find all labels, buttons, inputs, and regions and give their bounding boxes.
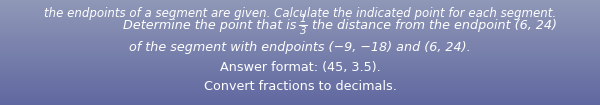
- Text: 3: 3: [299, 26, 307, 36]
- Text: 1: 1: [299, 14, 307, 24]
- Text: Convert fractions to decimals.: Convert fractions to decimals.: [203, 81, 397, 93]
- Text: the endpoints of a segment are given. Calculate the indicated point for each seg: the endpoints of a segment are given. Ca…: [44, 7, 556, 20]
- Text: of the segment with endpoints (−9, −18) and (6, 24).: of the segment with endpoints (−9, −18) …: [129, 41, 471, 54]
- Text: Determine the point that is: Determine the point that is: [122, 18, 300, 32]
- Text: Answer format: (45, 3.5).: Answer format: (45, 3.5).: [220, 62, 380, 75]
- Text: the distance from the endpoint (6, 24): the distance from the endpoint (6, 24): [308, 18, 557, 32]
